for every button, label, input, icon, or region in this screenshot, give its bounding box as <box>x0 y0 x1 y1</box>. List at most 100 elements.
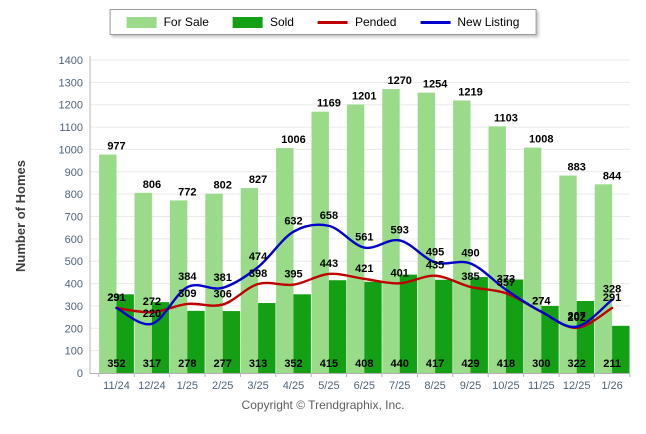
pended-value-label: 435 <box>426 260 444 272</box>
bar-sold <box>187 310 205 373</box>
legend-line-icon <box>317 20 348 24</box>
copyright-text: Copyright © Trendgraphix, Inc. <box>241 398 405 412</box>
x-tick-label: 1/26 <box>601 380 622 392</box>
pended-value-label: 291 <box>603 292 621 304</box>
y-tick-label: 700 <box>65 212 83 224</box>
bar-sold <box>364 281 382 373</box>
legend-item-for-sale: For Sale <box>126 15 209 29</box>
sold-value-label: 429 <box>461 358 479 370</box>
pended-value-label: 202 <box>568 312 586 324</box>
sold-value-label: 317 <box>143 358 161 370</box>
sold-value-label: 417 <box>426 358 444 370</box>
y-tick-label: 400 <box>65 279 83 291</box>
pended-value-label: 401 <box>391 267 409 279</box>
bar-for-sale <box>169 200 188 373</box>
bar-sold <box>470 277 488 373</box>
x-tick-label: 5/25 <box>318 380 339 392</box>
x-tick-label: 3/25 <box>247 380 268 392</box>
bar-for-sale <box>99 154 117 373</box>
new-listing-value-label: 274 <box>532 296 551 308</box>
pended-value-label: 357 <box>497 277 515 289</box>
y-tick-label: 800 <box>65 189 83 201</box>
for-sale-value-label: 1006 <box>281 134 305 146</box>
bar-sold <box>541 305 559 373</box>
new-listing-value-label: 632 <box>284 216 302 228</box>
pended-value-label: 291 <box>107 292 125 304</box>
x-tick-label: 8/25 <box>424 380 445 392</box>
bar-sold <box>612 325 630 373</box>
sold-value-label: 278 <box>178 358 196 370</box>
bar-for-sale <box>453 100 471 373</box>
legend-swatch-icon <box>126 16 157 28</box>
for-sale-value-label: 772 <box>178 186 196 198</box>
sold-value-label: 440 <box>391 358 409 370</box>
for-sale-value-label: 844 <box>603 170 622 182</box>
bar-for-sale <box>488 126 506 373</box>
for-sale-value-label: 1254 <box>423 79 448 91</box>
legend: For Sale Sold Pended New Listing <box>109 9 537 35</box>
for-sale-value-label: 977 <box>107 141 125 153</box>
bar-sold <box>293 294 311 373</box>
new-listing-value-label: 561 <box>355 232 373 244</box>
x-tick-label: 7/25 <box>389 380 410 392</box>
legend-label: Sold <box>269 15 294 29</box>
bar-for-sale <box>523 147 542 373</box>
pended-value-label: 309 <box>178 288 196 300</box>
legend-item-new-listing: New Listing <box>420 15 519 29</box>
bar-for-sale <box>240 188 259 373</box>
x-axis-ticks <box>98 373 631 377</box>
for-sale-value-label: 1270 <box>387 75 411 87</box>
x-tick-label: 12/24 <box>138 380 166 392</box>
y-tick-label: 1400 <box>59 55 83 67</box>
sold-value-label: 211 <box>603 358 621 370</box>
new-listing-value-label: 474 <box>249 251 268 263</box>
new-listing-value-label: 220 <box>143 308 161 320</box>
sold-value-label: 408 <box>355 358 373 370</box>
y-tick-label: 600 <box>65 234 83 246</box>
bar-for-sale <box>417 92 436 374</box>
bar-for-sale <box>205 193 223 373</box>
bar-for-sale <box>134 192 152 373</box>
for-sale-value-label: 1201 <box>352 90 376 102</box>
legend-item-pended: Pended <box>317 15 397 29</box>
for-sale-value-label: 1169 <box>317 98 341 110</box>
legend-line-icon <box>420 20 451 24</box>
for-sale-value-label: 1103 <box>494 112 518 124</box>
pended-value-label: 398 <box>249 268 267 280</box>
new-listing-value-label: 328 <box>603 284 621 296</box>
y-tick-label: 1000 <box>59 144 83 156</box>
bar-sold <box>258 303 276 373</box>
pended-value-label: 421 <box>355 263 373 275</box>
new-listing-value-label: 490 <box>461 247 479 259</box>
bar-sold <box>505 279 524 373</box>
new-listing-value-label: 593 <box>391 224 409 236</box>
bar-for-sale <box>311 111 329 374</box>
bar-for-sale <box>346 104 365 373</box>
x-tick-label: 9/25 <box>460 380 481 392</box>
y-axis-ticks: 0 100 200 300 400 500 600 700 800 900 1000 1100 1200… <box>59 55 83 380</box>
y-tick-label: 100 <box>65 346 83 358</box>
x-tick-label: 1/25 <box>177 380 198 392</box>
x-tick-label: 2/25 <box>212 380 233 392</box>
sold-value-label: 352 <box>107 358 125 370</box>
y-axis-title: Number of Homes <box>13 160 28 272</box>
bar-sold <box>222 311 241 373</box>
for-sale-value-label: 1219 <box>458 86 482 98</box>
pended-value-label: 306 <box>214 289 232 301</box>
bar-for-sale <box>382 89 400 374</box>
y-tick-label: 200 <box>65 323 83 335</box>
legend-label: For Sale <box>163 15 209 29</box>
pended-value-label: 385 <box>461 271 479 283</box>
x-tick-label: 11/25 <box>528 380 555 392</box>
for-sale-value-label: 1008 <box>529 134 553 146</box>
legend-item-sold: Sold <box>232 15 294 29</box>
x-tick-label: 12/25 <box>563 380 591 392</box>
new-listing-value-label: 291 <box>107 292 125 304</box>
legend-label: Pended <box>354 15 397 29</box>
new-listing-value-label: 495 <box>426 246 444 258</box>
bar-for-sale <box>559 175 577 373</box>
bars <box>99 89 630 374</box>
pended-value-label: 272 <box>143 296 161 308</box>
bar-sold <box>399 274 418 373</box>
